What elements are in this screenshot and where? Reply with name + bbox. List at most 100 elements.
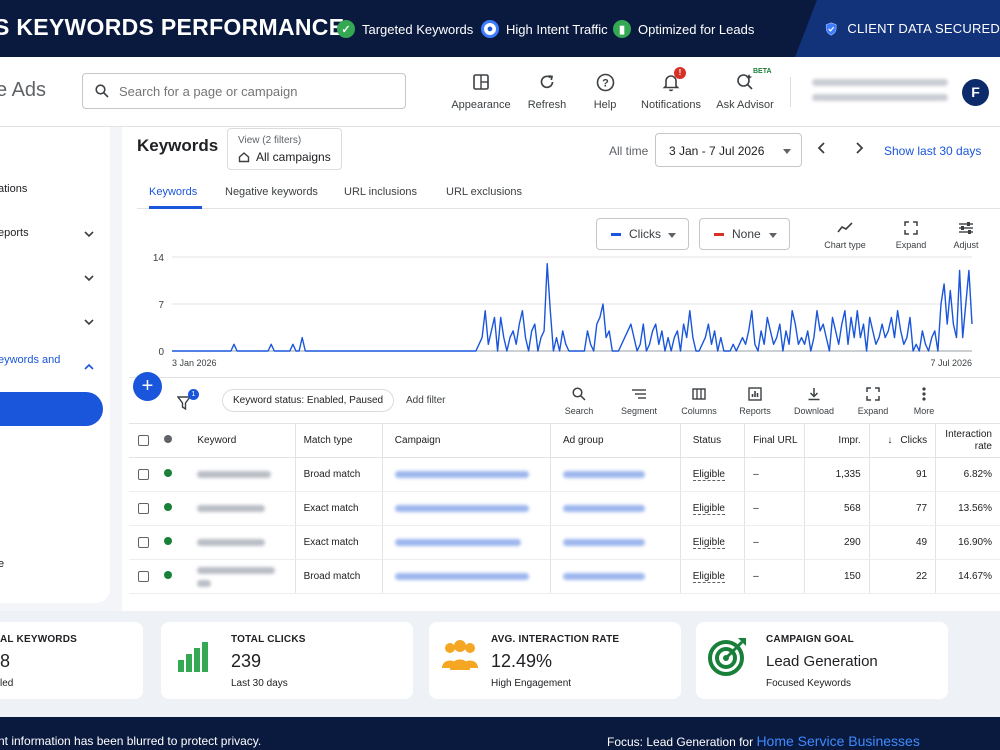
columns-icon	[676, 387, 722, 401]
view-filter-selector[interactable]: View (2 filters) All campaigns	[227, 128, 342, 170]
next-period-button[interactable]	[854, 141, 864, 158]
metric1-dropdown[interactable]: Clicks	[596, 218, 689, 250]
ask-advisor-button[interactable]: BETA Ask Advisor	[710, 68, 780, 111]
table-header-row: Keyword Match type Campaign Ad group Sta…	[129, 423, 1000, 458]
table-row[interactable]: Broad match Eligible – 150 22 14.67%	[129, 559, 1000, 594]
status-cell[interactable]: Eligible	[692, 469, 725, 481]
avatar[interactable]: F	[962, 79, 989, 106]
columns-button[interactable]: Columns	[676, 387, 722, 416]
sidebar-item-reports[interactable]: eports	[0, 227, 29, 239]
status-filter-chip[interactable]: Keyword status: Enabled, Paused	[222, 389, 395, 412]
show-last-30-days-link[interactable]: Show last 30 days	[884, 144, 982, 158]
ad-group-blurred[interactable]	[549, 525, 681, 560]
search-input[interactable]	[119, 83, 389, 99]
table-row[interactable]: Exact match Eligible – 290 49 16.90%	[129, 525, 1000, 560]
tab-keywords[interactable]: Keywords	[149, 186, 198, 198]
status-cell[interactable]: Eligible	[692, 571, 725, 583]
match-type-cell: Broad match	[294, 457, 383, 492]
header-final-url[interactable]: Final URL	[744, 423, 805, 458]
table-row[interactable]: Exact match Eligible – 568 77 13.56%	[129, 491, 1000, 526]
header-campaign[interactable]: Campaign	[381, 423, 551, 458]
row-checkbox[interactable]	[138, 502, 149, 514]
download-button[interactable]: Download	[791, 387, 837, 416]
feature-targeted-keywords: ✓ Targeted Keywords	[337, 20, 473, 38]
notifications-button[interactable]: ! Notifications	[636, 67, 706, 111]
impressions-cell: 150	[804, 559, 870, 594]
search-icon	[556, 387, 602, 401]
impressions-cell: 290	[804, 525, 870, 560]
status-cell[interactable]: Eligible	[692, 503, 725, 515]
header-keyword[interactable]: Keyword	[193, 423, 296, 458]
y-tick-label: 0	[158, 347, 164, 358]
sidebar-item-other[interactable]: e	[0, 558, 5, 570]
ad-group-blurred[interactable]	[549, 457, 681, 492]
select-all-checkbox[interactable]	[138, 434, 149, 446]
ad-group-blurred[interactable]	[549, 491, 681, 526]
metric2-dropdown[interactable]: None	[699, 218, 790, 250]
client-data-secured: CLIENT DATA SECURED	[795, 0, 1000, 57]
row-checkbox[interactable]	[138, 570, 149, 582]
ad-group-blurred[interactable]	[549, 559, 681, 594]
row-checkbox[interactable]	[138, 536, 149, 548]
help-button[interactable]: ? Help	[570, 71, 640, 111]
enabled-status-dot	[164, 571, 173, 579]
x-tick-label-start: 3 Jan 2026	[172, 358, 217, 368]
sidebar-item-selected[interactable]	[0, 392, 103, 426]
sidebar-item-recommendations[interactable]: ations	[0, 183, 28, 195]
chart-type-button[interactable]: Chart type	[818, 220, 872, 250]
status-cell[interactable]: Eligible	[692, 537, 725, 549]
table-row[interactable]: Broad match Eligible – 1,335 91 6.82%	[129, 457, 1000, 492]
segment-icon	[616, 387, 662, 401]
sidebar-group-keywords	[0, 343, 110, 601]
campaign-blurred[interactable]	[381, 559, 551, 594]
header-match-type[interactable]: Match type	[294, 423, 383, 458]
account-info-blurred	[812, 79, 948, 109]
select-all-checkbox-cell	[129, 423, 161, 458]
search-box[interactable]	[82, 73, 406, 109]
header-status[interactable]: Status	[679, 423, 745, 458]
chevron-down-icon[interactable]	[83, 272, 95, 284]
header-interaction-rate[interactable]: Interaction rate	[935, 423, 1000, 458]
keyword-blurred[interactable]	[193, 559, 296, 594]
keyword-blurred[interactable]	[193, 525, 296, 560]
segment-button[interactable]: Segment	[616, 387, 662, 416]
keyword-tabs: Keywords Negative keywords URL inclusion…	[137, 179, 1000, 209]
campaign-blurred[interactable]	[381, 491, 551, 526]
interaction-rate-cell: 14.67%	[935, 559, 1000, 594]
table-expand-button[interactable]: Expand	[850, 387, 896, 416]
prev-period-button[interactable]	[817, 141, 827, 158]
chevron-down-icon[interactable]	[83, 228, 95, 240]
feature-optimized-leads: ▮ Optimized for Leads	[613, 20, 754, 38]
chevron-down-icon[interactable]	[83, 316, 95, 328]
feature-high-intent: ● High Intent Traffic	[481, 20, 608, 38]
reports-button[interactable]: Reports	[732, 387, 778, 416]
header-impressions[interactable]: Impr.	[804, 423, 870, 458]
keyword-blurred[interactable]	[193, 457, 296, 492]
add-filter-button[interactable]: Add filter	[406, 395, 446, 406]
caret-down-icon	[783, 149, 791, 154]
row-checkbox[interactable]	[138, 468, 149, 480]
table-search-button[interactable]: Search	[556, 387, 602, 416]
caret-down-icon	[769, 233, 777, 238]
chevron-up-icon[interactable]	[83, 361, 95, 373]
main-content: Keywords View (2 filters) All campaigns …	[122, 127, 1000, 723]
appearance-button[interactable]: Appearance	[446, 71, 516, 111]
chart-adjust-button[interactable]: Adjust	[939, 220, 993, 250]
tab-url-exclusions[interactable]: URL exclusions	[446, 186, 523, 198]
refresh-button[interactable]: Refresh	[512, 71, 582, 111]
header-ad-group[interactable]: Ad group	[549, 423, 681, 458]
header-clicks[interactable]: ↓ Clicks	[868, 423, 936, 458]
add-keyword-button[interactable]: +	[133, 372, 162, 401]
chart-expand-button[interactable]: Expand	[884, 220, 938, 250]
tab-negative-keywords[interactable]: Negative keywords	[225, 186, 318, 198]
more-button[interactable]: More	[901, 387, 947, 416]
stat-card-interaction-rate: AVG. INTERACTION RATE 12.49% High Engage…	[429, 622, 681, 699]
tab-url-inclusions[interactable]: URL inclusions	[344, 186, 417, 198]
sidebar-item-keywords[interactable]: eywords and	[0, 354, 61, 366]
date-range-picker[interactable]: 3 Jan - 7 Jul 2026	[655, 133, 802, 167]
campaign-blurred[interactable]	[381, 525, 551, 560]
campaign-blurred[interactable]	[381, 457, 551, 492]
keyword-blurred[interactable]	[193, 491, 296, 526]
match-type-cell: Exact match	[294, 491, 383, 526]
app-name: e Ads	[0, 79, 47, 101]
